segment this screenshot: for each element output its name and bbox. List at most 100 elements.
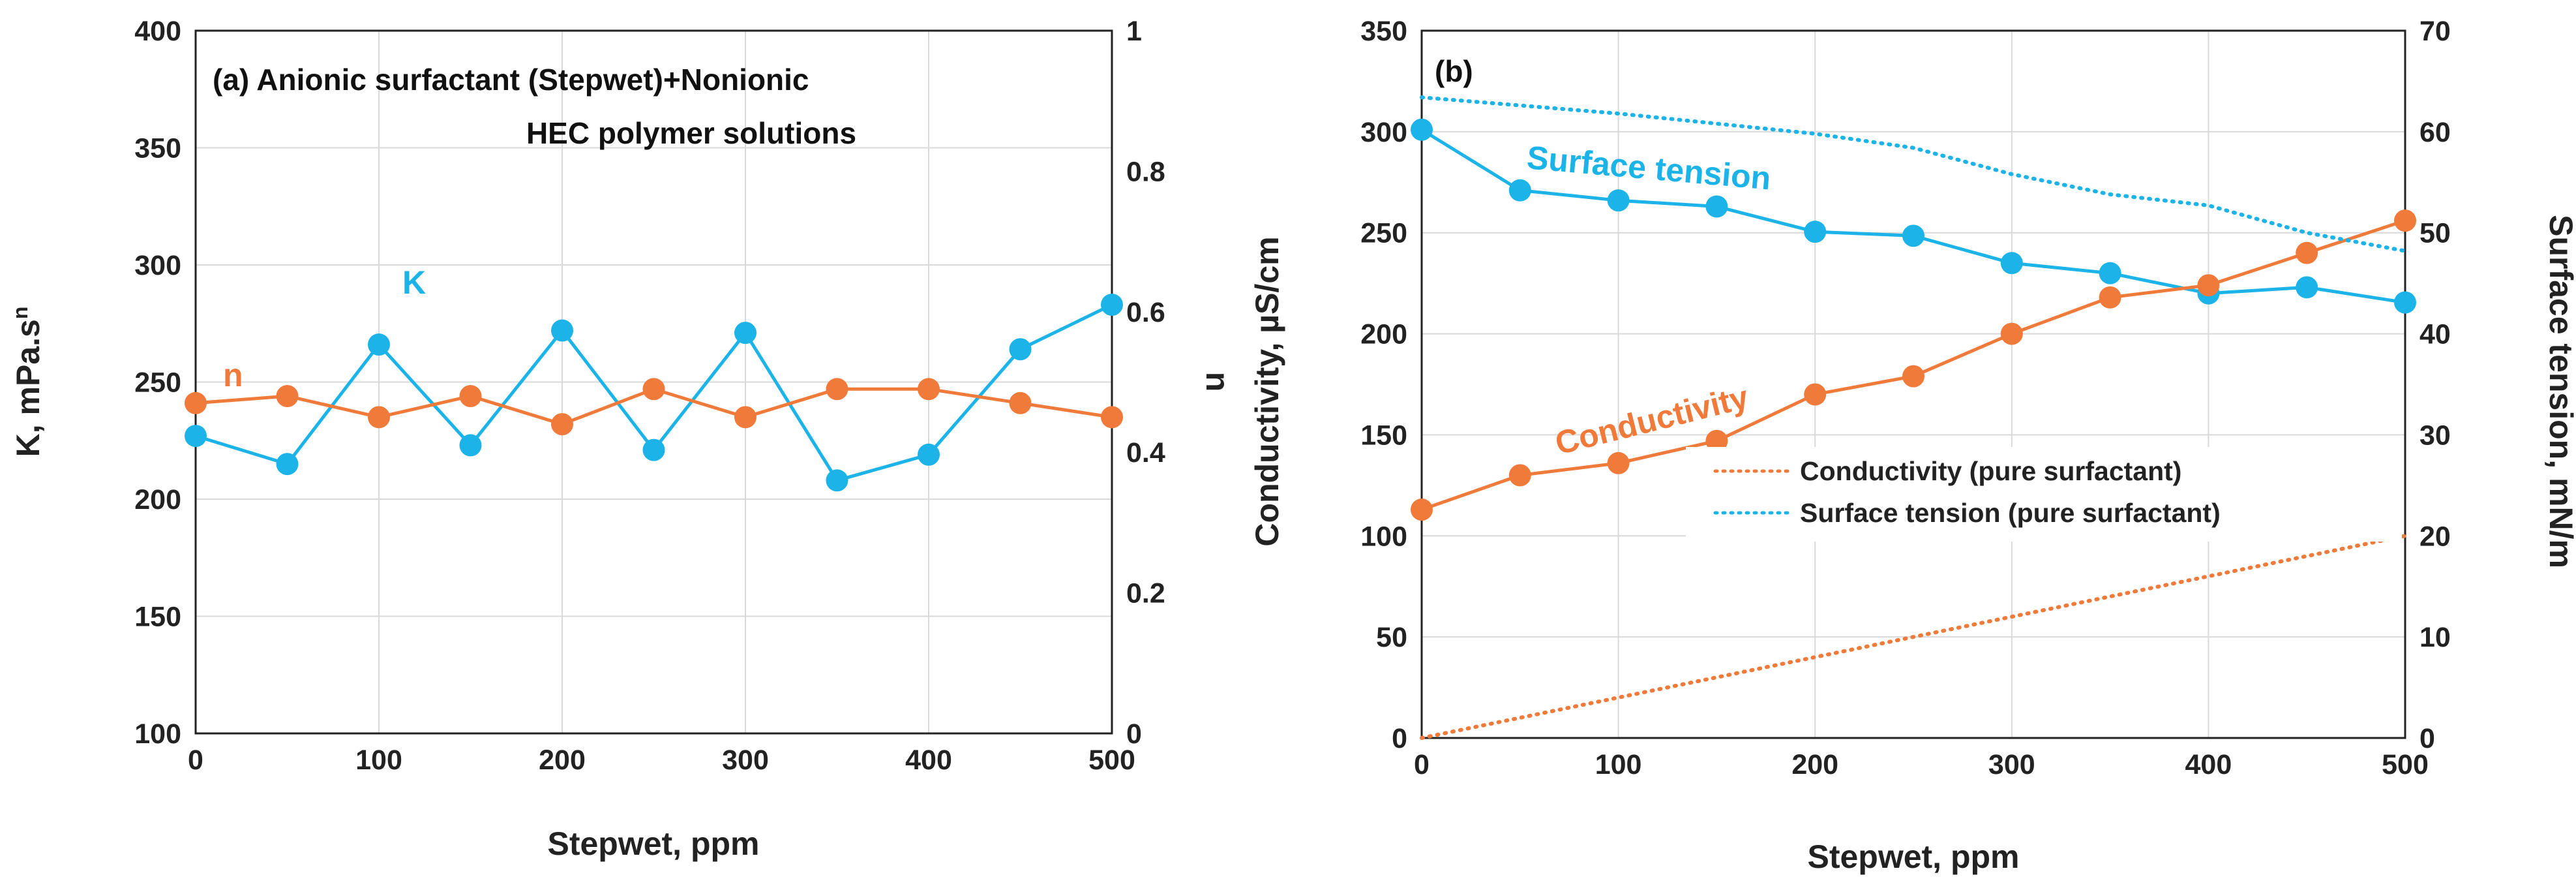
- panel-b-y2-tick-label: 20: [2419, 521, 2451, 552]
- panel-a-y-tick-label: 150: [134, 602, 181, 633]
- n-marker: [734, 406, 756, 429]
- legend-background: [1686, 447, 2402, 542]
- surface-tension-marker: [1508, 179, 1531, 202]
- panel-b-x-tick-label: 500: [2382, 749, 2429, 780]
- panel-b-title: (b): [1435, 54, 1473, 88]
- panel-b-x-axis-title: Stepwet, ppm: [1807, 838, 2019, 875]
- panel-a-x-tick-label: 300: [722, 744, 769, 776]
- panel-b-y2-tick-label: 70: [2419, 16, 2451, 47]
- panel-b: 0 100 200 300 400 500050100150200250300350010…: [1249, 16, 2576, 875]
- surface-tension-marker: [1607, 189, 1630, 212]
- conductivity-marker: [2000, 322, 2023, 345]
- panel-b-y-tick-label: 250: [1360, 218, 1407, 249]
- panel-b-y-tick-label: 100: [1360, 521, 1407, 552]
- panel-a-y-tick-label: 400: [134, 16, 181, 47]
- panel-a-y2-tick-label: 0: [1126, 718, 1142, 750]
- panel-a-x-tick-label: 500: [1088, 744, 1135, 776]
- panel-b-y2-tick-label: 10: [2419, 622, 2451, 653]
- panel-a-y2-tick-label: 0.8: [1126, 156, 1165, 187]
- conductivity-marker: [2394, 209, 2416, 232]
- panel-b-x-tick-label: 300: [1988, 749, 2035, 780]
- n-marker: [642, 378, 665, 401]
- n-marker: [276, 385, 299, 408]
- conductivity-marker: [1411, 499, 1433, 521]
- panel-a-y2-tick-label: 0.2: [1126, 578, 1165, 609]
- k-series-label: K: [402, 264, 426, 301]
- surface-tension-marker: [2099, 262, 2121, 284]
- panel-b-y-tick-label: 200: [1360, 319, 1407, 350]
- panel-a-x-tick-label: 200: [539, 744, 586, 776]
- panel-a-y-axis-title-main: K, mPa.s: [10, 319, 46, 457]
- panel-b-legend: Conductivity (pure surfactant) Surface t…: [1686, 447, 2402, 542]
- panel-a-x-tick-label: 400: [905, 744, 952, 776]
- panel-b-ticks: 0 100 200 300 400 500050100150200250300350010…: [1360, 16, 2451, 780]
- panel-b-y-tick-label: 0: [1392, 723, 1407, 754]
- n-marker: [1009, 391, 1032, 414]
- panel-a-y-tick-label: 200: [134, 484, 181, 515]
- n-marker: [918, 378, 940, 401]
- panel-b-y-tick-label: 300: [1360, 117, 1407, 148]
- panel-b-x-tick-label: 200: [1791, 749, 1838, 780]
- panel-b-y-axis-title: Conductivity, µS/cm: [1249, 236, 1285, 546]
- panel-a-series: [185, 294, 1123, 492]
- panel-a-title: (a) Anionic surfactant (Stepwet)+Nonioni…: [213, 63, 809, 97]
- panel-b-x-tick-label: 100: [1595, 749, 1642, 780]
- n-series-label: n: [223, 357, 243, 393]
- panel-a-y-tick-label: 300: [134, 250, 181, 281]
- panel-a-y-axis-title: K, mPa.sn: [8, 307, 46, 457]
- panel-a-y-tick-label: 100: [134, 718, 181, 750]
- surface-tension-series-label: Surface tension: [1525, 139, 1773, 196]
- conductivity-marker: [1804, 383, 1827, 406]
- panel-b-y-tick-label: 150: [1360, 420, 1407, 451]
- conductivity-marker: [2296, 241, 2318, 264]
- surface-tension-marker: [1902, 224, 1925, 247]
- surface-tension-pure-surfactant-line: [1420, 95, 2407, 253]
- panel-a-y2-tick-label: 0.4: [1126, 437, 1165, 468]
- n-marker: [368, 406, 390, 429]
- panel-a: 0 100 200 300 400 50010015020025030035040000.…: [8, 16, 1236, 862]
- surface-tension-marker: [2394, 291, 2416, 314]
- n-marker: [826, 378, 848, 401]
- panel-b-y2-tick-label: 40: [2419, 319, 2451, 350]
- k-marker: [551, 319, 573, 342]
- panel-b-y2-tick-label: 30: [2419, 420, 2451, 451]
- conductivity-marker: [1607, 452, 1630, 474]
- panel-a-y-axis-title-superscript: n: [8, 307, 32, 320]
- k-marker: [1009, 338, 1032, 361]
- panel-a-y-tick-label: 250: [134, 367, 181, 399]
- k-marker: [368, 333, 390, 356]
- k-marker: [459, 434, 482, 457]
- panel-a-x-tick-label: 100: [355, 744, 402, 776]
- panel-a-plot-frame: [194, 29, 1113, 735]
- panel-b-series: [1411, 95, 2416, 740]
- panel-a-y2-tick-label: 0.6: [1126, 297, 1165, 328]
- conductivity-marker: [2197, 274, 2220, 297]
- legend-label-conductivity-pure: Conductivity (pure surfactant): [1800, 456, 2181, 486]
- panel-b-plot-frame: [1420, 29, 2406, 739]
- panel-b-y2-axis-title: Surface tension, mN/m: [2543, 215, 2576, 568]
- k-marker: [185, 425, 207, 448]
- n-marker: [459, 385, 482, 408]
- n-marker: [551, 413, 573, 436]
- k-marker: [918, 443, 940, 466]
- panel-b-y2-tick-label: 50: [2419, 218, 2451, 249]
- k-marker: [734, 322, 756, 345]
- panel-b-y2-tick-label: 0: [2419, 723, 2435, 754]
- panel-a-x-axis-title: Stepwet, ppm: [547, 825, 759, 862]
- k-marker: [826, 469, 848, 492]
- panel-a-y-tick-label: 350: [134, 133, 181, 164]
- conductivity-marker: [1902, 365, 1925, 388]
- k-marker: [276, 453, 299, 476]
- panel-a-x-tick-label: 0: [188, 744, 203, 776]
- k-marker: [1101, 294, 1123, 316]
- k-marker: [642, 438, 665, 461]
- surface-tension-marker: [2000, 252, 2023, 275]
- conductivity-pure-surfactant-line: [1420, 534, 2407, 740]
- panel-b-x-tick-label: 0: [1414, 749, 1430, 780]
- panel-b-y2-tick-label: 60: [2419, 117, 2451, 148]
- panel-b-y-tick-label: 50: [1376, 622, 1407, 653]
- n-marker: [1101, 406, 1123, 429]
- conductivity-marker: [2099, 286, 2121, 309]
- conductivity-marker: [1705, 429, 1728, 452]
